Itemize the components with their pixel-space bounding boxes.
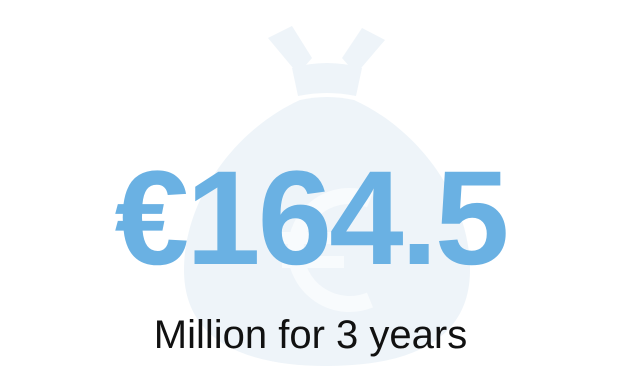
amount-caption: Million for 3 years (153, 313, 468, 357)
bag-neck (292, 63, 362, 96)
bag-tie-left (268, 26, 312, 74)
bag-body (184, 97, 470, 366)
amount-value: €164.5 (114, 144, 510, 293)
bag-euro-symbol (282, 188, 374, 312)
bag-tie-right (342, 28, 385, 74)
